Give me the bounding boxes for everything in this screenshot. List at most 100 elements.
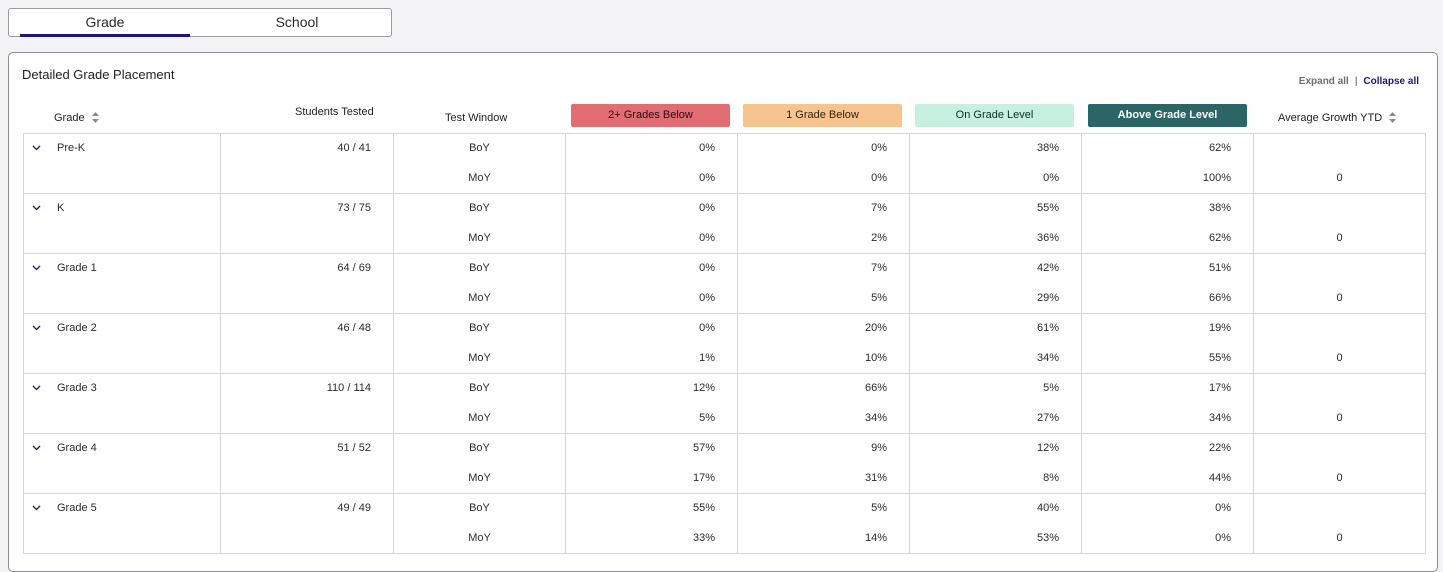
expand-controls: Expand all | Collapse all: [1299, 76, 1419, 87]
above-level-boy: 51%: [1208, 262, 1231, 274]
two-below-boy: 0%: [699, 142, 715, 154]
grade-cell: Grade 1: [23, 253, 221, 314]
average-growth-cell: 0: [1253, 133, 1426, 194]
above-level-boy: 19%: [1208, 322, 1231, 334]
table-row: Grade 3 110 / 114 BoY MoY 12% 5% 66% 34%…: [23, 373, 1426, 434]
column-header-average-growth-label: Average Growth YTD: [1278, 112, 1383, 124]
two-below-moy: 17%: [692, 471, 715, 484]
one-below-cell: 7% 2%: [737, 193, 910, 254]
test-window-moy: MoY: [468, 291, 491, 304]
two-below-moy: 0%: [699, 171, 715, 184]
two-below-moy: 5%: [699, 411, 715, 424]
on-level-cell: 55% 36%: [909, 193, 1082, 254]
above-level-boy: 62%: [1208, 142, 1231, 154]
chevron-down-icon[interactable]: [32, 325, 41, 331]
test-window-boy: BoY: [469, 442, 490, 454]
expand-all-link[interactable]: Expand all: [1298, 76, 1349, 87]
grade-label: Pre-K: [57, 142, 86, 154]
two-below-cell: 12% 5%: [565, 373, 738, 434]
one-below-moy: 2%: [871, 231, 887, 244]
column-header-grade[interactable]: Grade: [54, 112, 99, 124]
one-below-boy: 7%: [871, 262, 887, 274]
above-level-moy: 34%: [1208, 411, 1231, 424]
test-window-boy: BoY: [469, 142, 490, 154]
grade-cell: Grade 2: [23, 313, 221, 374]
grade-label: Grade 5: [57, 502, 97, 514]
sort-icon: [1389, 112, 1397, 123]
chevron-down-icon[interactable]: [32, 205, 41, 211]
chevron-down-icon[interactable]: [32, 265, 41, 271]
two-below-boy: 55%: [692, 502, 715, 514]
table-row: Grade 4 51 / 52 BoY MoY 57% 17% 9% 31% 1…: [23, 433, 1426, 494]
one-below-cell: 9% 31%: [737, 433, 910, 494]
one-below-moy: 5%: [871, 291, 887, 304]
chevron-down-icon[interactable]: [32, 145, 41, 151]
average-growth-moy: 0: [1336, 171, 1343, 184]
tab-school[interactable]: School: [275, 14, 319, 30]
grade-placement-table: Pre-K 40 / 41 BoY MoY 0% 0% 0% 0% 38% 0%…: [23, 133, 1426, 554]
on-level-cell: 61% 34%: [909, 313, 1082, 374]
view-toggle: Grade School: [8, 8, 392, 37]
average-growth-cell: 0: [1253, 493, 1426, 554]
students-tested-cell: 49 / 49: [220, 493, 394, 554]
students-tested-cell: 46 / 48: [220, 313, 394, 374]
grade-label: K: [57, 202, 65, 214]
column-header-average-growth[interactable]: Average Growth YTD: [1278, 112, 1397, 124]
average-growth-moy: 0: [1336, 531, 1343, 544]
grade-placement-panel: Detailed Grade Placement Expand all | Coll…: [8, 52, 1438, 572]
test-window-cell: BoY MoY: [393, 133, 566, 194]
on-level-moy: 29%: [1036, 291, 1059, 304]
students-tested-cell: 110 / 114: [220, 373, 394, 434]
tab-grade[interactable]: Grade: [20, 9, 190, 37]
table-row: K 73 / 75 BoY MoY 0% 0% 7% 2% 55% 36% 38…: [23, 193, 1426, 254]
one-below-cell: 5% 14%: [737, 493, 910, 554]
students-tested-cell: 51 / 52: [220, 433, 394, 494]
above-level-cell: 19% 55%: [1081, 313, 1254, 374]
chevron-down-icon[interactable]: [32, 505, 41, 511]
on-level-cell: 42% 29%: [909, 253, 1082, 314]
legend-two-grades-below: 2+ Grades Below: [571, 104, 730, 127]
on-level-cell: 40% 53%: [909, 493, 1082, 554]
one-below-moy: 31%: [864, 471, 887, 484]
legend-on-grade-level: On Grade Level: [915, 104, 1074, 127]
table-row: Grade 1 64 / 69 BoY MoY 0% 0% 7% 5% 42% …: [23, 253, 1426, 314]
one-below-moy: 10%: [864, 351, 887, 364]
test-window-moy: MoY: [468, 531, 491, 544]
average-growth-boy: [1254, 434, 1425, 464]
test-window-cell: BoY MoY: [393, 433, 566, 494]
on-level-moy: 8%: [1043, 471, 1059, 484]
above-level-cell: 38% 62%: [1081, 193, 1254, 254]
chevron-down-icon[interactable]: [32, 445, 41, 451]
test-window-cell: BoY MoY: [393, 493, 566, 554]
above-level-boy: 22%: [1208, 442, 1231, 454]
average-growth-cell: 0: [1253, 373, 1426, 434]
average-growth-boy: [1254, 314, 1425, 344]
test-window-boy: BoY: [469, 202, 490, 214]
students-tested-cell: 73 / 75: [220, 193, 394, 254]
two-below-cell: 0% 0%: [565, 253, 738, 314]
average-growth-boy: [1254, 494, 1425, 524]
on-level-boy: 42%: [1036, 262, 1059, 274]
test-window-moy: MoY: [468, 411, 491, 424]
grade-cell: Grade 4: [23, 433, 221, 494]
one-below-boy: 66%: [864, 382, 887, 394]
one-below-moy: 14%: [864, 531, 887, 544]
panel-title: Detailed Grade Placement: [22, 67, 175, 82]
one-below-cell: 20% 10%: [737, 313, 910, 374]
test-window-moy: MoY: [468, 351, 491, 364]
on-level-cell: 38% 0%: [909, 133, 1082, 194]
one-below-moy: 0%: [871, 171, 887, 184]
collapse-all-link[interactable]: Collapse all: [1363, 76, 1419, 87]
above-level-moy: 44%: [1208, 471, 1231, 484]
above-level-moy: 100%: [1202, 171, 1231, 184]
on-level-boy: 38%: [1036, 142, 1059, 154]
above-level-boy: 17%: [1208, 382, 1231, 394]
test-window-cell: BoY MoY: [393, 193, 566, 254]
column-header-students-tested: Students Tested: [295, 106, 374, 118]
chevron-down-icon[interactable]: [32, 385, 41, 391]
sort-icon: [91, 112, 99, 123]
on-level-boy: 5%: [1043, 382, 1059, 394]
on-level-boy: 40%: [1036, 502, 1059, 514]
average-growth-moy: 0: [1336, 351, 1343, 364]
average-growth-moy: 0: [1336, 291, 1343, 304]
